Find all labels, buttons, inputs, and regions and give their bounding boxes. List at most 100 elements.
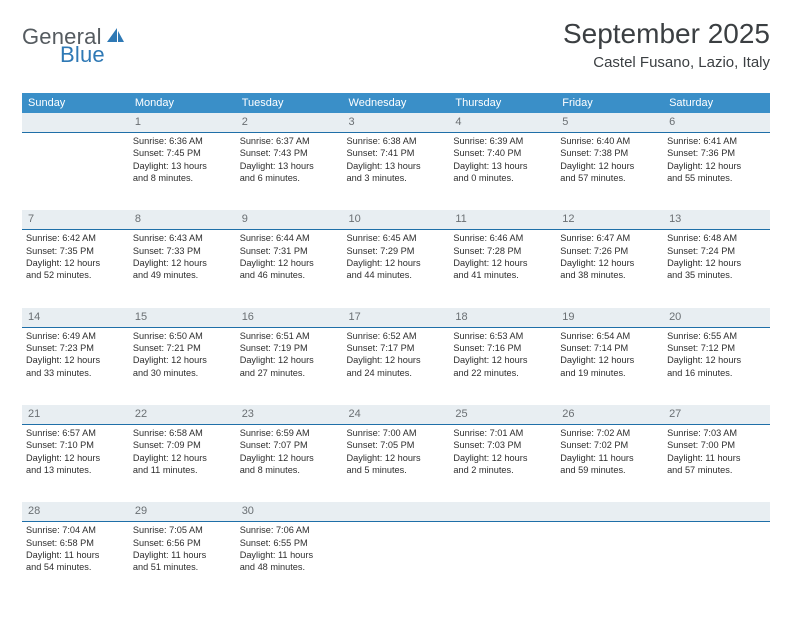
day-cell: Sunrise: 7:06 AMSunset: 6:55 PMDaylight:… <box>236 522 343 600</box>
day-cell-line: Sunset: 7:23 PM <box>26 342 125 354</box>
day-cell-line: and 59 minutes. <box>560 464 659 476</box>
day-cell-line: and 44 minutes. <box>347 269 446 281</box>
day-cell: Sunrise: 6:41 AMSunset: 7:36 PMDaylight:… <box>663 132 770 210</box>
day-cell: Sunrise: 6:37 AMSunset: 7:43 PMDaylight:… <box>236 132 343 210</box>
day-cell-line: Sunset: 7:40 PM <box>453 147 552 159</box>
weekday-header: Wednesday <box>343 93 450 113</box>
weekday-header: Tuesday <box>236 93 343 113</box>
day-cell-line: Daylight: 12 hours <box>26 354 125 366</box>
day-cell: Sunrise: 6:51 AMSunset: 7:19 PMDaylight:… <box>236 327 343 405</box>
day-cell-line: Daylight: 11 hours <box>667 452 766 464</box>
day-cell: Sunrise: 7:04 AMSunset: 6:58 PMDaylight:… <box>22 522 129 600</box>
day-content-row: Sunrise: 6:49 AMSunset: 7:23 PMDaylight:… <box>22 327 770 405</box>
day-cell: Sunrise: 6:36 AMSunset: 7:45 PMDaylight:… <box>129 132 236 210</box>
day-number: 29 <box>129 502 236 521</box>
day-cell-line: Daylight: 12 hours <box>667 160 766 172</box>
day-cell-line: Daylight: 12 hours <box>453 452 552 464</box>
day-cell-line: Daylight: 13 hours <box>347 160 446 172</box>
day-cell-line: and 5 minutes. <box>347 464 446 476</box>
day-cell-line: Sunrise: 6:51 AM <box>240 330 339 342</box>
day-cell-line: and 22 minutes. <box>453 367 552 379</box>
day-number: 5 <box>556 113 663 132</box>
day-cell-line: Sunset: 7:14 PM <box>560 342 659 354</box>
day-cell-line: Sunset: 7:00 PM <box>667 439 766 451</box>
day-number: 25 <box>449 405 556 424</box>
day-number: 4 <box>449 113 556 132</box>
day-number: 6 <box>663 113 770 132</box>
day-cell-line: and 51 minutes. <box>133 561 232 573</box>
day-cell <box>663 522 770 600</box>
day-cell-line: Sunrise: 7:05 AM <box>133 524 232 536</box>
logo-word-2-wrap: Blue <box>22 42 105 68</box>
day-cell-line: Sunset: 7:24 PM <box>667 245 766 257</box>
calendar-table: SundayMondayTuesdayWednesdayThursdayFrid… <box>22 93 770 600</box>
day-number-row: 21222324252627 <box>22 405 770 424</box>
day-cell-line: Daylight: 12 hours <box>240 257 339 269</box>
day-cell-line: Sunset: 7:05 PM <box>347 439 446 451</box>
day-number: 17 <box>343 308 450 327</box>
day-cell-line: and 33 minutes. <box>26 367 125 379</box>
day-cell-line: Sunrise: 7:01 AM <box>453 427 552 439</box>
day-cell: Sunrise: 6:49 AMSunset: 7:23 PMDaylight:… <box>22 327 129 405</box>
day-number: 14 <box>22 308 129 327</box>
day-number: 24 <box>343 405 450 424</box>
day-cell-line: and 41 minutes. <box>453 269 552 281</box>
day-cell-line: and 13 minutes. <box>26 464 125 476</box>
day-cell-line: and 38 minutes. <box>560 269 659 281</box>
day-number: 12 <box>556 210 663 229</box>
day-cell-line: Sunrise: 6:47 AM <box>560 232 659 244</box>
day-cell-line: Sunrise: 6:46 AM <box>453 232 552 244</box>
day-cell-line: and 8 minutes. <box>133 172 232 184</box>
day-cell-line: and 55 minutes. <box>667 172 766 184</box>
day-cell-line: Daylight: 11 hours <box>560 452 659 464</box>
day-content-row: Sunrise: 6:36 AMSunset: 7:45 PMDaylight:… <box>22 132 770 210</box>
day-cell-line: Sunrise: 6:45 AM <box>347 232 446 244</box>
day-cell-line: Daylight: 12 hours <box>133 452 232 464</box>
day-content-row: Sunrise: 7:04 AMSunset: 6:58 PMDaylight:… <box>22 522 770 600</box>
day-cell-line: Sunrise: 7:02 AM <box>560 427 659 439</box>
day-cell: Sunrise: 6:52 AMSunset: 7:17 PMDaylight:… <box>343 327 450 405</box>
day-cell: Sunrise: 6:53 AMSunset: 7:16 PMDaylight:… <box>449 327 556 405</box>
day-content-row: Sunrise: 6:57 AMSunset: 7:10 PMDaylight:… <box>22 424 770 502</box>
day-cell: Sunrise: 6:40 AMSunset: 7:38 PMDaylight:… <box>556 132 663 210</box>
day-number: 8 <box>129 210 236 229</box>
day-cell-line: Sunrise: 6:49 AM <box>26 330 125 342</box>
day-cell <box>449 522 556 600</box>
day-cell-line: Daylight: 12 hours <box>240 452 339 464</box>
day-cell-line: Sunrise: 6:59 AM <box>240 427 339 439</box>
day-cell-line: Sunset: 7:16 PM <box>453 342 552 354</box>
calendar-page: General September 2025 Castel Fusano, La… <box>0 0 792 618</box>
day-cell-line: Sunrise: 6:42 AM <box>26 232 125 244</box>
day-cell: Sunrise: 6:55 AMSunset: 7:12 PMDaylight:… <box>663 327 770 405</box>
day-cell-line: and 48 minutes. <box>240 561 339 573</box>
day-cell-line: Daylight: 12 hours <box>453 257 552 269</box>
day-cell <box>556 522 663 600</box>
day-cell-line: Daylight: 13 hours <box>453 160 552 172</box>
day-cell-line: Sunrise: 6:57 AM <box>26 427 125 439</box>
weekday-header: Monday <box>129 93 236 113</box>
day-cell-line: Sunset: 7:12 PM <box>667 342 766 354</box>
day-cell-line: Sunset: 7:41 PM <box>347 147 446 159</box>
day-cell-line: Sunrise: 6:50 AM <box>133 330 232 342</box>
day-cell <box>22 132 129 210</box>
day-number <box>556 502 663 521</box>
day-cell-line: Daylight: 12 hours <box>560 160 659 172</box>
day-cell-line: Sunset: 7:43 PM <box>240 147 339 159</box>
logo-sail-icon <box>105 26 125 49</box>
day-cell-line: Sunrise: 6:43 AM <box>133 232 232 244</box>
day-cell-line: Sunset: 7:29 PM <box>347 245 446 257</box>
day-cell-line: Sunset: 7:03 PM <box>453 439 552 451</box>
day-cell-line: and 0 minutes. <box>453 172 552 184</box>
day-cell-line: Sunset: 6:58 PM <box>26 537 125 549</box>
title-block: September 2025 Castel Fusano, Lazio, Ita… <box>563 18 770 71</box>
day-cell-line: Sunset: 7:31 PM <box>240 245 339 257</box>
day-cell: Sunrise: 6:46 AMSunset: 7:28 PMDaylight:… <box>449 230 556 308</box>
month-title: September 2025 <box>563 18 770 50</box>
day-cell-line: and 54 minutes. <box>26 561 125 573</box>
day-cell-line: and 46 minutes. <box>240 269 339 281</box>
day-number-row: 282930 <box>22 502 770 521</box>
day-cell-line: Daylight: 11 hours <box>240 549 339 561</box>
day-cell-line: Sunrise: 6:39 AM <box>453 135 552 147</box>
day-cell-line: Daylight: 12 hours <box>26 257 125 269</box>
day-number: 7 <box>22 210 129 229</box>
